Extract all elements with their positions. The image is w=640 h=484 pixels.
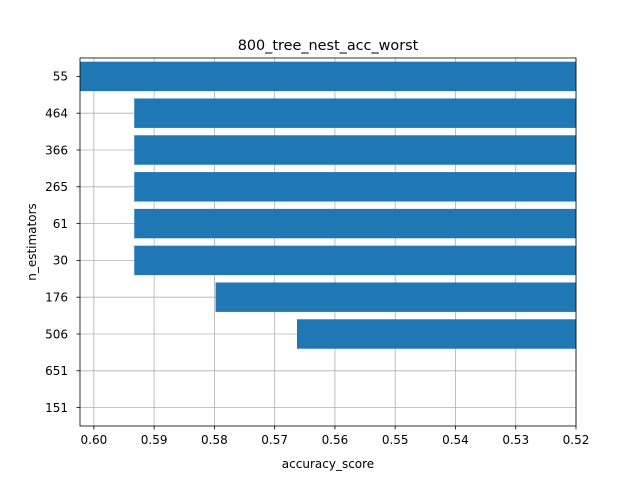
bar-506 — [296, 319, 576, 349]
x-tick-label: 0.60 — [81, 433, 108, 447]
bar-366 — [134, 135, 576, 165]
y-tick-label: 55 — [53, 70, 68, 84]
bars — [80, 61, 577, 349]
bar-464 — [134, 98, 576, 128]
x-tick-label: 0.57 — [261, 433, 288, 447]
bar-30 — [134, 245, 576, 276]
x-tick-label: 0.53 — [502, 433, 529, 447]
bar-55 — [80, 61, 576, 92]
bar-61 — [134, 208, 576, 239]
x-tick-label: 0.59 — [141, 433, 168, 447]
x-tick-label: 0.55 — [382, 433, 409, 447]
chart-title: 800_tree_nest_acc_worst — [238, 38, 419, 54]
x-tick-label: 0.52 — [563, 433, 590, 447]
x-axis-label: accuracy_score — [282, 457, 374, 471]
y-axis-label: n_estimators — [25, 203, 39, 281]
y-tick-label: 176 — [45, 291, 68, 305]
y-tick-label: 151 — [45, 401, 68, 415]
y-tick-label: 61 — [53, 217, 68, 231]
y-axis-ticks: 55 464 366 265 61 30 176 506 651 151 — [45, 70, 80, 415]
plot-frame — [79, 57, 577, 427]
y-tick-label: 30 — [53, 254, 68, 268]
x-axis-ticks: 0.60 0.59 0.58 0.57 0.56 0.55 0.54 0.53 0.52 — [81, 426, 590, 447]
y-tick-label: 464 — [45, 107, 68, 121]
x-tick-label: 0.56 — [322, 433, 349, 447]
y-tick-label: 265 — [45, 180, 68, 194]
y-tick-label: 651 — [45, 364, 68, 378]
x-tick-label: 0.58 — [201, 433, 228, 447]
bar-176 — [215, 282, 577, 312]
x-tick-label: 0.54 — [442, 433, 469, 447]
y-tick-label: 506 — [45, 327, 68, 341]
bar-265 — [134, 172, 576, 202]
y-tick-label: 366 — [45, 143, 68, 157]
